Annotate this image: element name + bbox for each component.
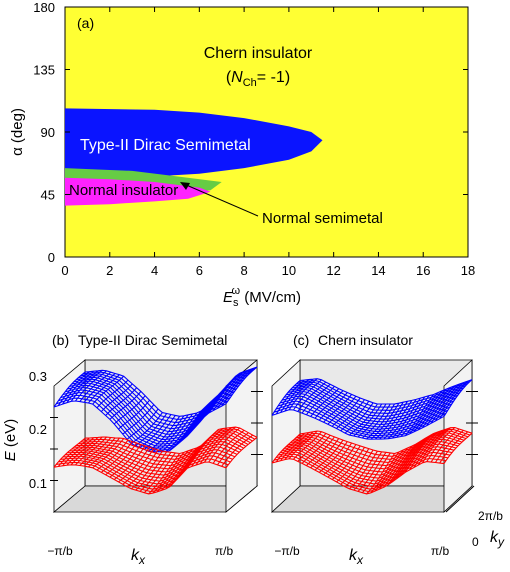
semimetal-arrow-line (183, 183, 259, 217)
x-tick-label: 18 (461, 263, 475, 278)
kx-tick-min-c: −π/b (274, 544, 300, 558)
floor (270, 485, 474, 513)
panel-label-a: (a) (77, 15, 94, 31)
kx-tick-max-b: π/b (215, 544, 234, 558)
x-tick-label: 0 (61, 263, 68, 278)
phase-regions (65, 108, 323, 206)
x-tick-label: 8 (240, 263, 247, 278)
panel-label-c: (c) (293, 332, 309, 348)
x-tick-label: 14 (371, 263, 385, 278)
panel-c-chern-bands: (c) Chern insulator −π/b π/b kx 2π/b 0 k… (270, 332, 505, 567)
y-axis-label-a: α (deg) (9, 108, 26, 156)
panel-c-bands (271, 378, 473, 495)
normal-semimetal-label: Normal semimetal (262, 210, 383, 227)
y-tick-label: 45 (41, 188, 55, 203)
left-wall (271, 359, 301, 513)
x-tick-label: 4 (151, 263, 158, 278)
kx-tick-min-b: −π/b (47, 544, 73, 558)
ky-tick-max-c: 2π/b (478, 509, 503, 523)
kx-label-b: kx (131, 547, 146, 567)
x-tick-label: 6 (196, 263, 203, 278)
ky-label-c: ky (490, 529, 505, 549)
x-tick-label: 12 (326, 263, 340, 278)
panel-b-bands (53, 366, 258, 495)
lower-band-surface (271, 426, 473, 495)
dirac-semimetal-region (65, 108, 323, 177)
z-tick-0.3: 0.3 (29, 369, 47, 384)
chern-region-label: Chern insulator (204, 45, 313, 62)
x-axis-label-a: Esω (MV/cm) (223, 285, 301, 309)
y-tick-label: 0 (48, 250, 55, 265)
x-tick-label: 16 (416, 263, 430, 278)
lower-band-surface (53, 426, 258, 495)
x-tick-label: 2 (106, 263, 113, 278)
panel-b-dirac-bands: (b) Type-II Dirac Semimetal 0.3 0.2 0.1 … (2, 332, 263, 567)
panel-label-b: (b) (52, 332, 69, 348)
z-tick-0.1: 0.1 (29, 476, 47, 491)
chern-number-label: (NCh= -1) (226, 69, 290, 89)
normal-insulator-region (65, 177, 211, 206)
upper-band-surface (271, 378, 473, 440)
dirac-region-label: Type-II Dirac Semimetal (80, 137, 251, 154)
panel-b-title: Type-II Dirac Semimetal (78, 332, 227, 348)
z-tick-0.2: 0.2 (29, 422, 47, 437)
y-tick-label: 180 (33, 0, 55, 15)
kx-tick-max-c: π/b (431, 544, 450, 558)
x-tick-label: 10 (282, 263, 296, 278)
y-tick-label: 90 (41, 125, 55, 140)
normal-insulator-label: Normal insulator (69, 182, 178, 199)
panel-c-title: Chern insulator (318, 332, 413, 348)
y-tick-label: 135 (33, 63, 55, 78)
kx-label-c: kx (349, 547, 364, 567)
z-axis-label-b: E (eV) (2, 419, 19, 462)
semimetal-arrow-head (180, 182, 190, 190)
ky-axis-line (445, 485, 475, 513)
ky-tick-min-c: 0 (472, 535, 479, 549)
